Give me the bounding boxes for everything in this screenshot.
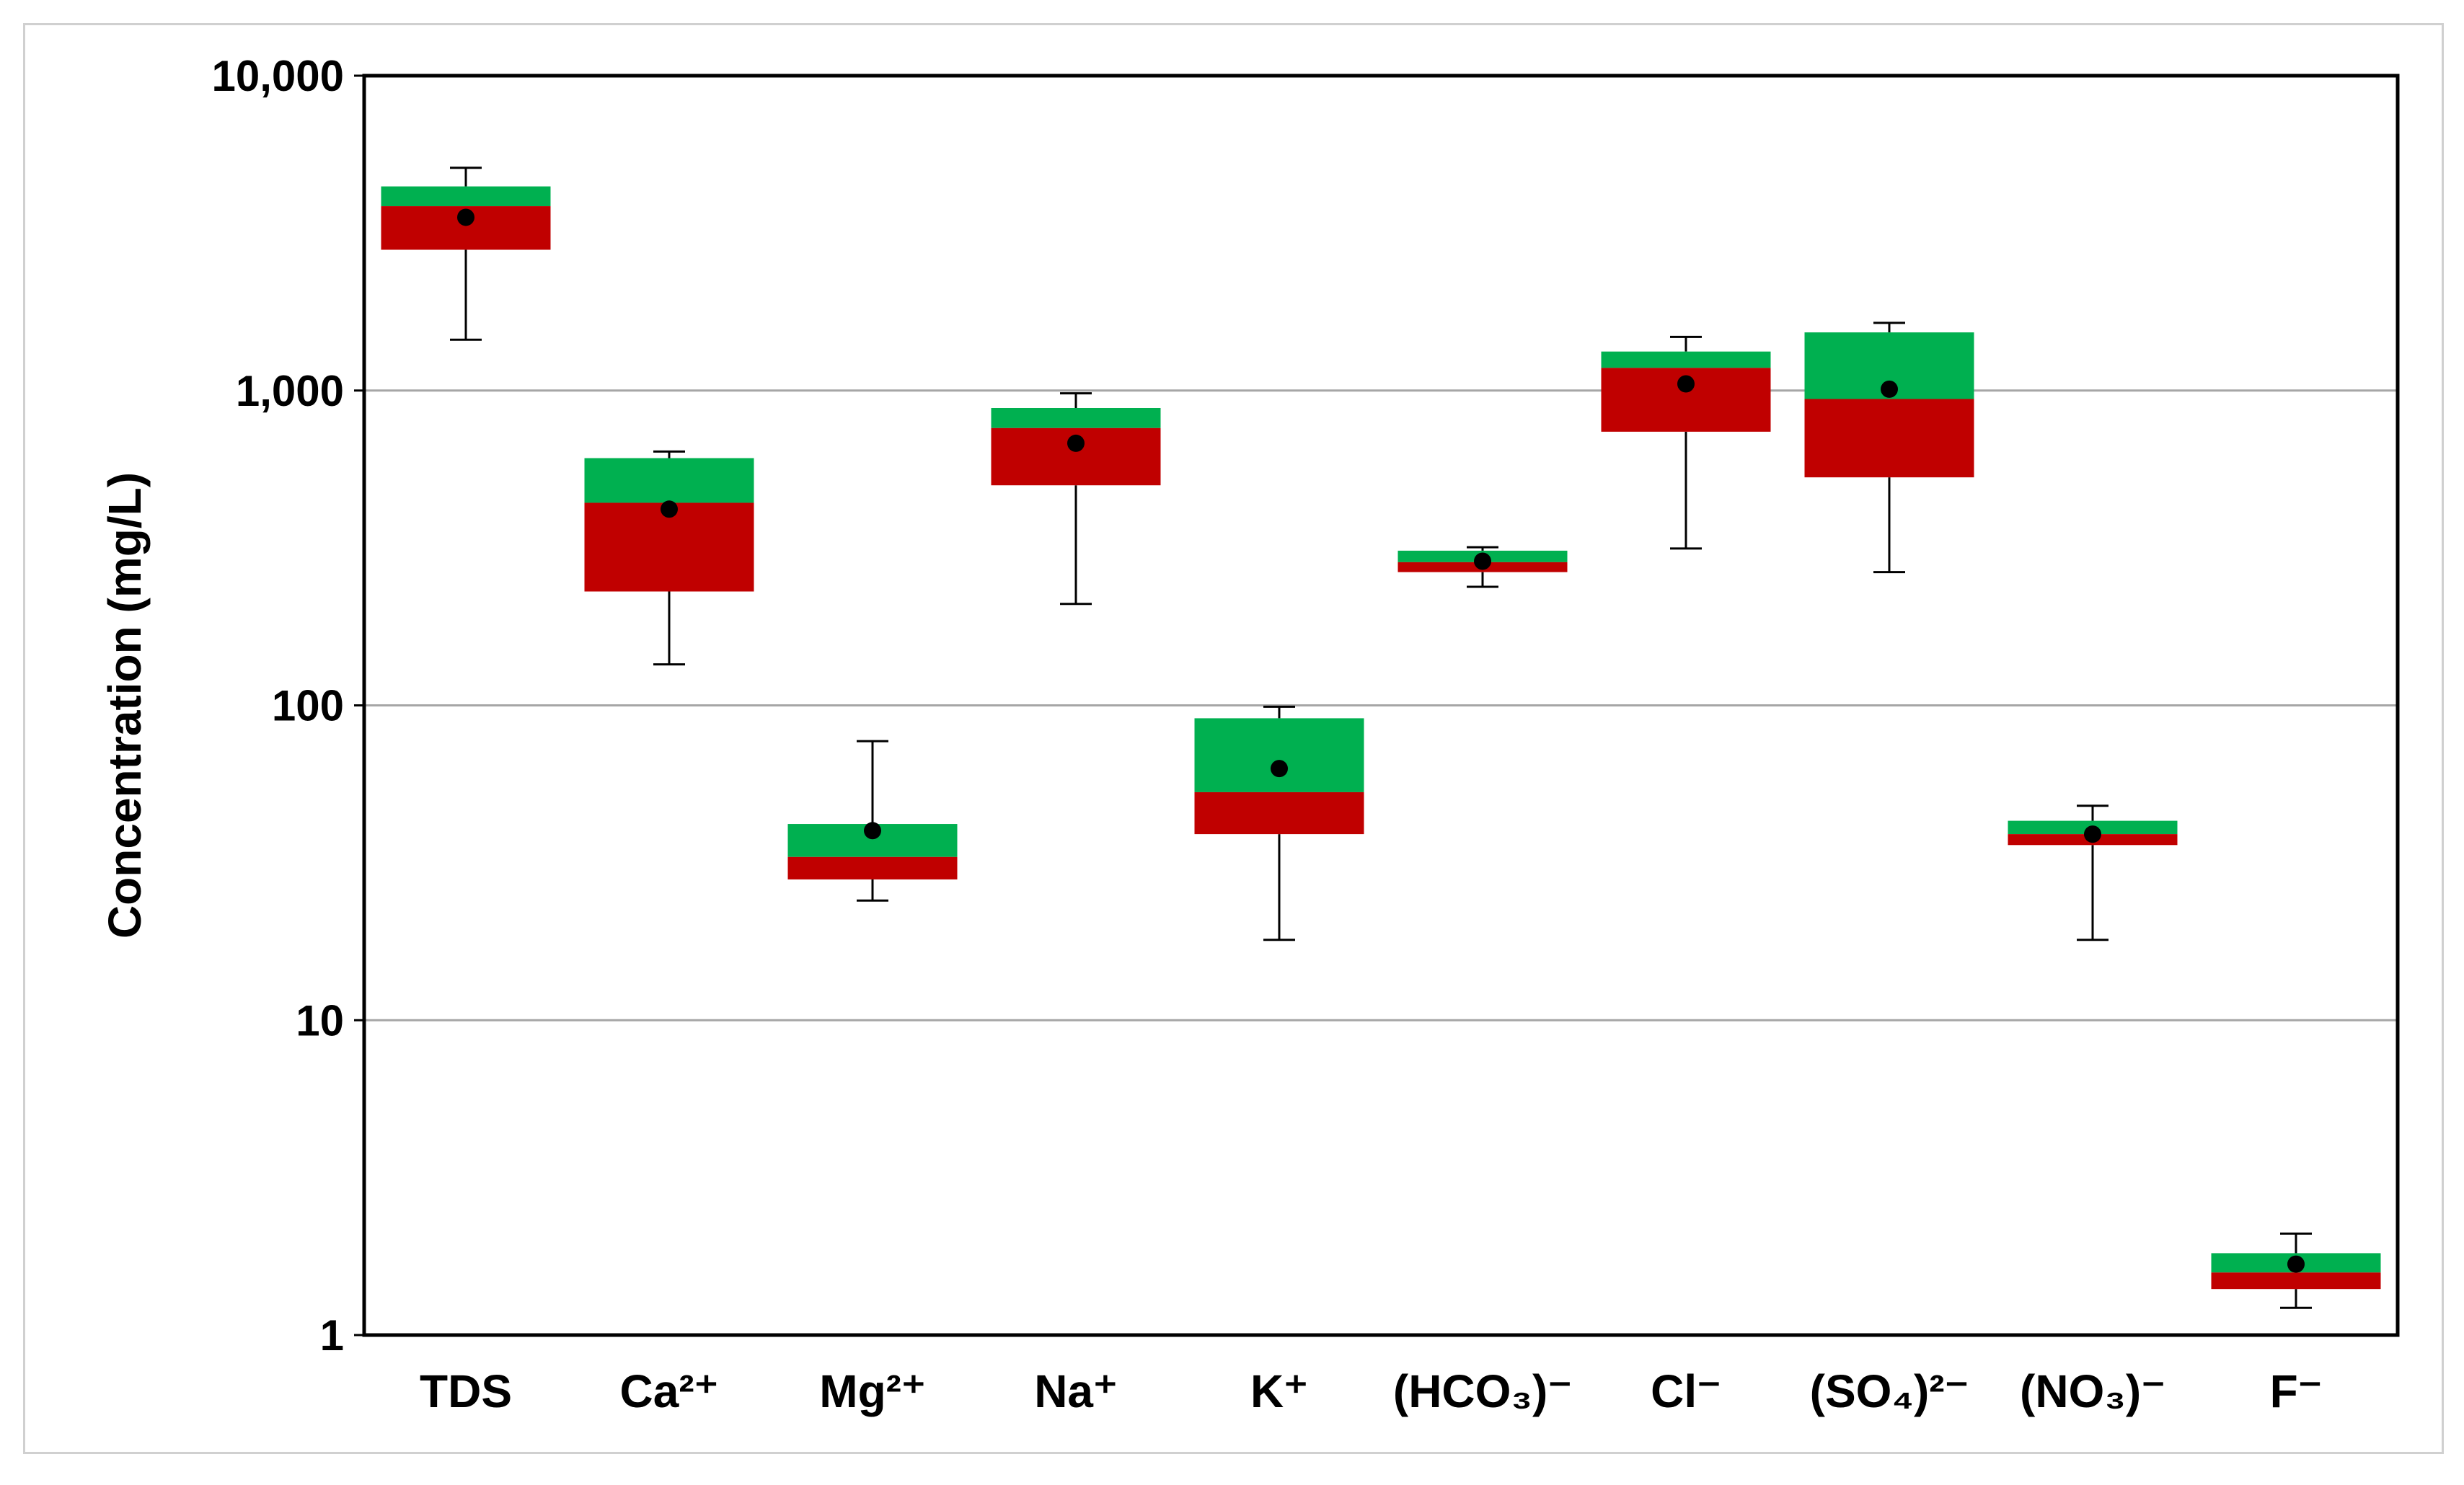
gridlines [364,389,2398,1021]
y-tick-label: 10,000 [211,52,344,100]
y-tick-label: 10 [296,996,344,1045]
x-category-label: (HCO₃)⁻ [1393,1365,1572,1417]
box-upper-quartile [1601,351,1771,368]
box-lower-quartile [1194,792,1364,835]
mean-markers [457,208,2305,1273]
y-tick-label: 100 [272,682,344,730]
x-category-label: Ca²⁺ [620,1365,719,1417]
mean-marker [457,208,474,226]
y-tick-label: 1,000 [236,367,344,415]
mean-marker [864,822,881,840]
x-category-label: Cl⁻ [1651,1365,1721,1417]
box-plot-chart: 1 10 100 1,000 10,000 TDS Ca²⁺ Mg²⁺ Na⁺ K⁺ (HCO₃)… [99,52,2400,1417]
x-category-label: Na⁺ [1034,1365,1118,1417]
mean-marker [1881,380,1898,398]
mean-marker [2084,825,2101,843]
box-lower-quartile [2211,1272,2381,1290]
box-upper-quartile [1194,718,1364,792]
mean-marker [1474,552,1491,570]
mean-marker [2287,1255,2305,1273]
mean-marker [1271,760,1288,778]
boxes [381,186,2381,1290]
box-upper-quartile [381,186,551,207]
x-category-label: (SO₄)²⁻ [1810,1365,1969,1417]
y-tick-label: 1 [320,1311,344,1360]
x-axis-category-labels: TDS Ca²⁺ Mg²⁺ Na⁺ K⁺ (HCO₃)⁻ Cl⁻ (SO₄)²⁻ (NO₃)⁻ F… [420,1365,2322,1417]
chart-frame: 1 10 100 1,000 10,000 TDS Ca²⁺ Mg²⁺ Na⁺ K⁺ (HCO₃)… [23,23,2444,1454]
box-lower-quartile [787,856,958,879]
mean-marker [661,500,678,518]
box-upper-quartile [991,407,1161,428]
x-category-label: (NO₃)⁻ [2020,1365,2165,1417]
box-upper-quartile [584,458,754,503]
box-lower-quartile [1804,399,1974,478]
x-category-label: K⁺ [1250,1365,1308,1417]
x-category-label: TDS [420,1365,512,1417]
x-category-label: F⁻ [2270,1365,2323,1417]
x-category-label: Mg²⁺ [819,1365,926,1417]
mean-marker [1067,434,1085,452]
mean-marker [1677,375,1695,393]
y-axis-tick-labels: 1 10 100 1,000 10,000 [211,52,364,1360]
y-axis-title: Concentration (mg/L) [99,472,151,939]
whiskers [450,167,2312,1309]
